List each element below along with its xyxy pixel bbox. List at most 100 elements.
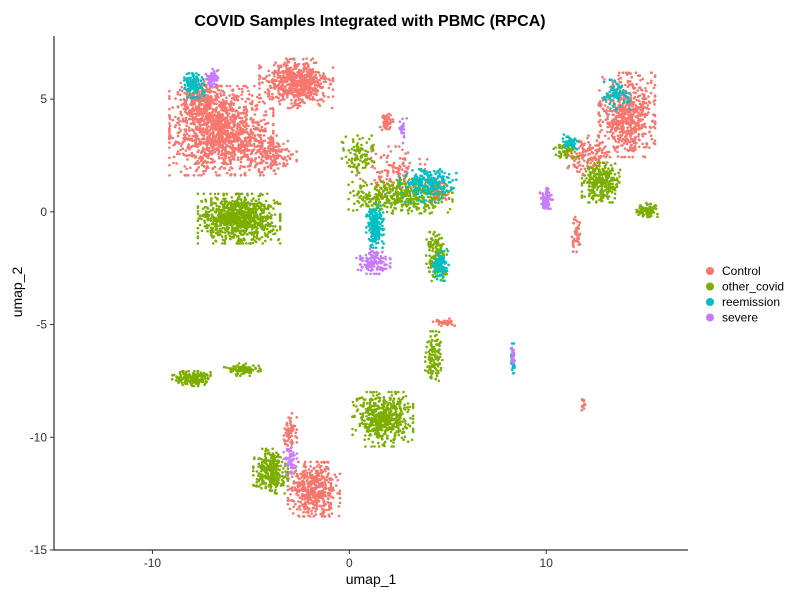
data-point	[197, 174, 200, 177]
data-point	[247, 217, 250, 221]
data-point	[619, 80, 623, 84]
data-point	[180, 85, 183, 89]
data-point	[246, 86, 249, 89]
data-point	[230, 126, 233, 130]
data-point	[634, 106, 637, 110]
data-point	[287, 60, 291, 64]
data-point	[625, 142, 629, 146]
data-point	[397, 145, 401, 148]
data-point	[577, 146, 581, 150]
data-point	[293, 101, 297, 104]
data-point	[601, 120, 605, 124]
data-point	[570, 235, 574, 239]
data-point	[253, 221, 257, 224]
data-point	[218, 211, 221, 215]
data-point	[236, 140, 240, 143]
data-point	[287, 437, 291, 441]
data-point	[253, 121, 257, 124]
data-point	[337, 514, 341, 518]
data-point	[322, 93, 325, 97]
data-point	[217, 125, 220, 128]
data-point	[277, 89, 280, 92]
data-point	[611, 124, 615, 127]
data-point	[649, 126, 653, 130]
data-point	[334, 484, 338, 487]
data-point	[297, 98, 301, 102]
data-point	[606, 106, 610, 109]
data-point	[211, 107, 214, 111]
data-point	[618, 100, 621, 104]
data-point	[274, 145, 277, 149]
data-point	[179, 148, 182, 152]
data-point	[629, 96, 633, 100]
data-point	[179, 110, 182, 114]
data-point	[308, 515, 312, 518]
data-point	[641, 124, 644, 127]
data-point	[206, 143, 209, 147]
data-point	[294, 64, 298, 67]
data-point	[201, 207, 205, 210]
data-point	[209, 137, 212, 141]
data-point	[248, 202, 252, 205]
data-point	[199, 120, 202, 124]
data-point	[609, 125, 613, 128]
data-point	[319, 468, 323, 472]
data-point	[606, 121, 609, 124]
data-point	[267, 203, 271, 207]
data-point	[208, 133, 211, 137]
data-point	[197, 161, 201, 165]
data-point	[231, 167, 234, 170]
data-point	[271, 225, 275, 228]
data-point	[204, 169, 207, 173]
data-point	[244, 100, 247, 103]
data-point	[272, 228, 275, 231]
data-point	[643, 93, 646, 97]
data-point	[176, 134, 180, 138]
data-point	[204, 148, 208, 151]
data-point	[406, 151, 410, 154]
data-point	[256, 221, 260, 225]
data-point	[229, 204, 233, 207]
data-point	[283, 157, 286, 161]
data-point	[230, 96, 234, 100]
data-point	[596, 148, 600, 151]
data-point	[313, 79, 316, 83]
data-point	[591, 159, 594, 162]
data-point	[385, 177, 388, 181]
data-point	[251, 107, 254, 111]
data-point	[629, 135, 632, 139]
data-point	[222, 100, 226, 103]
data-point	[269, 229, 273, 233]
data-point	[321, 485, 324, 489]
data-point	[637, 145, 641, 149]
data-point	[207, 214, 210, 218]
data-point	[258, 194, 262, 198]
data-point	[254, 165, 257, 168]
data-point	[254, 240, 258, 244]
data-point	[181, 147, 185, 150]
data-point	[186, 107, 189, 110]
data-point	[321, 470, 325, 474]
data-point	[316, 78, 319, 82]
data-point	[300, 487, 304, 491]
data-point	[316, 485, 319, 489]
data-point	[446, 193, 449, 197]
data-point	[574, 233, 578, 236]
data-point	[295, 158, 298, 162]
data-point	[261, 81, 264, 84]
data-point	[334, 475, 338, 479]
data-point	[301, 470, 305, 474]
data-point	[269, 155, 272, 159]
data-point	[196, 231, 200, 235]
data-point	[303, 508, 307, 511]
data-point	[264, 154, 267, 158]
data-point	[249, 116, 253, 120]
data-point	[583, 159, 586, 163]
data-point	[280, 156, 284, 159]
data-point	[327, 480, 330, 484]
data-point	[338, 489, 342, 493]
data-point	[386, 171, 390, 174]
data-point	[572, 221, 575, 225]
data-point	[648, 146, 651, 149]
data-point	[577, 227, 580, 230]
